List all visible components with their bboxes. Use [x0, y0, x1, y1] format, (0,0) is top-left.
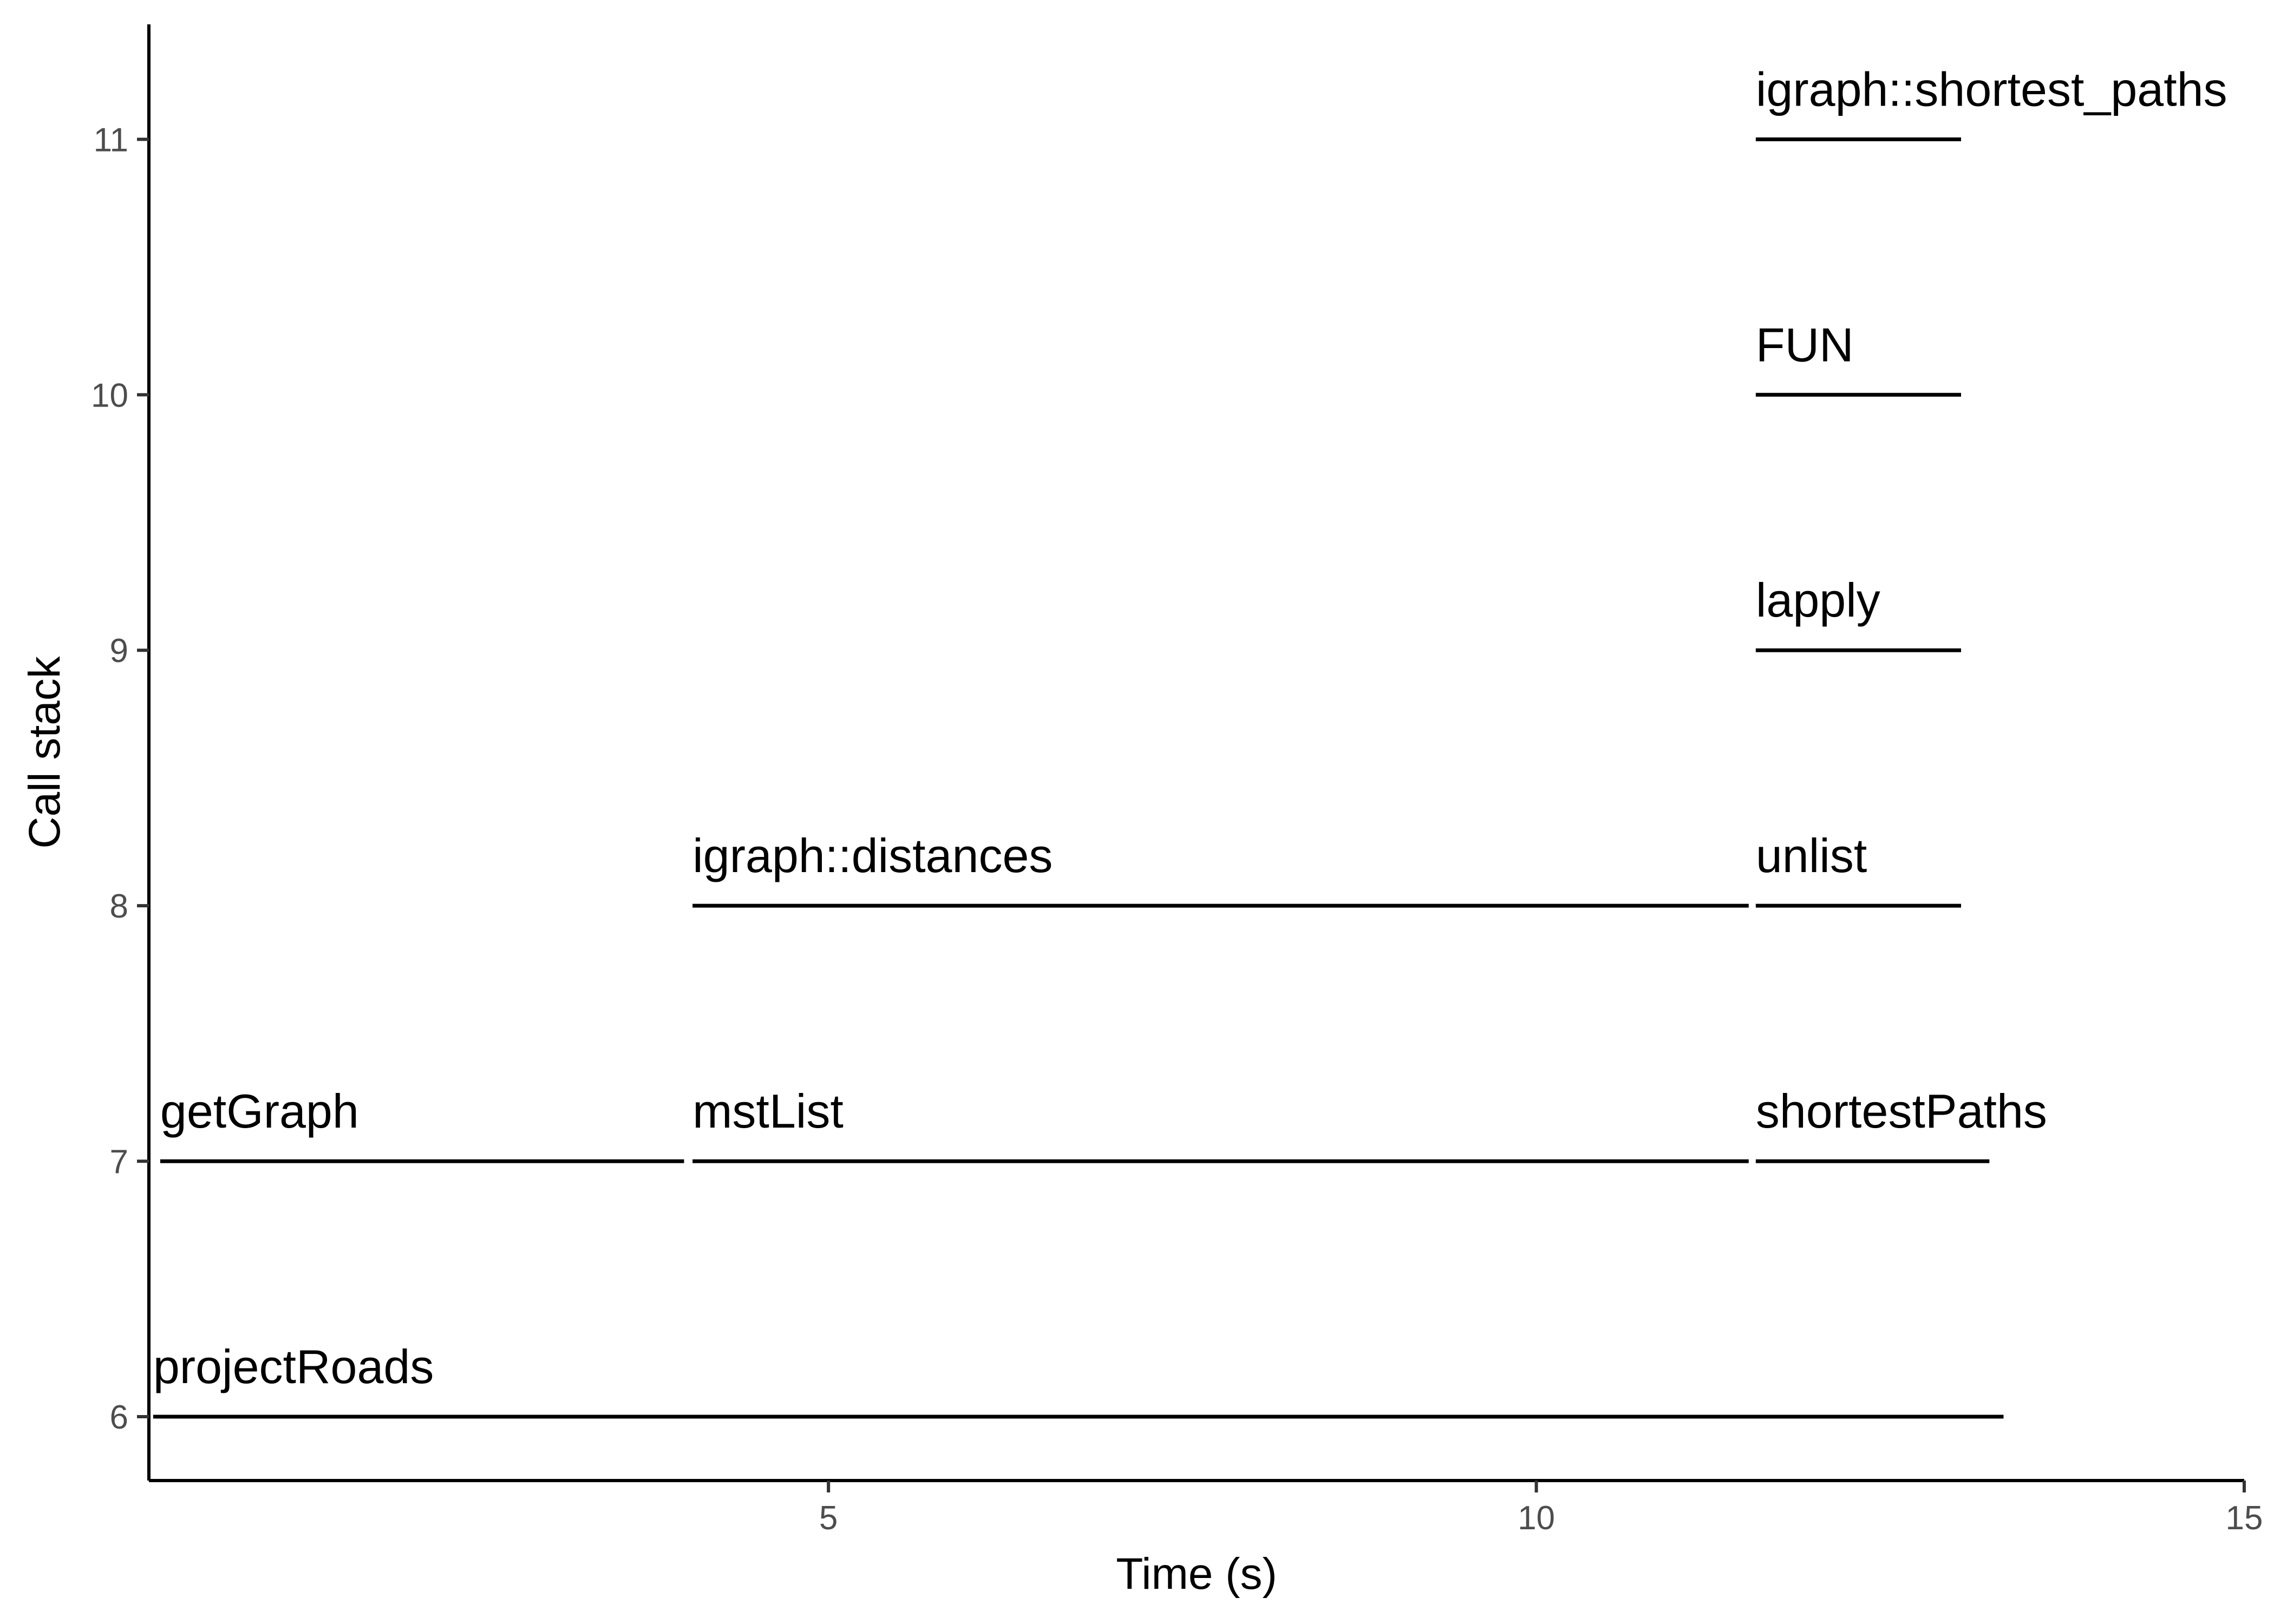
axes-layer	[147, 24, 2244, 1482]
segment-label-igraph-distances: igraph::distances	[692, 829, 1053, 882]
x-axis-title: Time (s)	[1116, 1549, 1277, 1599]
y-tick-label: 8	[110, 888, 128, 925]
y-tick-label: 9	[110, 632, 128, 670]
segment-label-lapply: lapply	[1756, 573, 1880, 627]
segment-label-projectroads: projectRoads	[153, 1340, 434, 1393]
segment-label-shortestpaths: shortestPaths	[1756, 1084, 2047, 1138]
y-tick-label: 11	[94, 121, 128, 159]
y-axis-title: Call stack	[20, 656, 69, 848]
ticks-layer: 5 10 15 6 7 8 9 10 11	[91, 121, 2263, 1537]
segment-label-fun: FUN	[1756, 318, 1854, 371]
y-tick-label: 7	[110, 1143, 128, 1181]
segment-label-igraph-shortest-paths: igraph::shortest_paths	[1756, 62, 2227, 116]
y-tick-label: 10	[91, 377, 128, 414]
segments-layer: projectRoads getGraph mstList shortestPaths…	[153, 62, 2227, 1419]
x-tick-label: 10	[1518, 1499, 1555, 1537]
x-tick-label: 5	[819, 1499, 838, 1537]
x-tick-label: 15	[2226, 1499, 2263, 1537]
segment-label-getgraph: getGraph	[160, 1084, 359, 1138]
segment-label-mstlist: mstList	[692, 1084, 844, 1138]
y-tick-label: 6	[110, 1399, 128, 1436]
segment-label-unlist: unlist	[1756, 829, 1867, 882]
